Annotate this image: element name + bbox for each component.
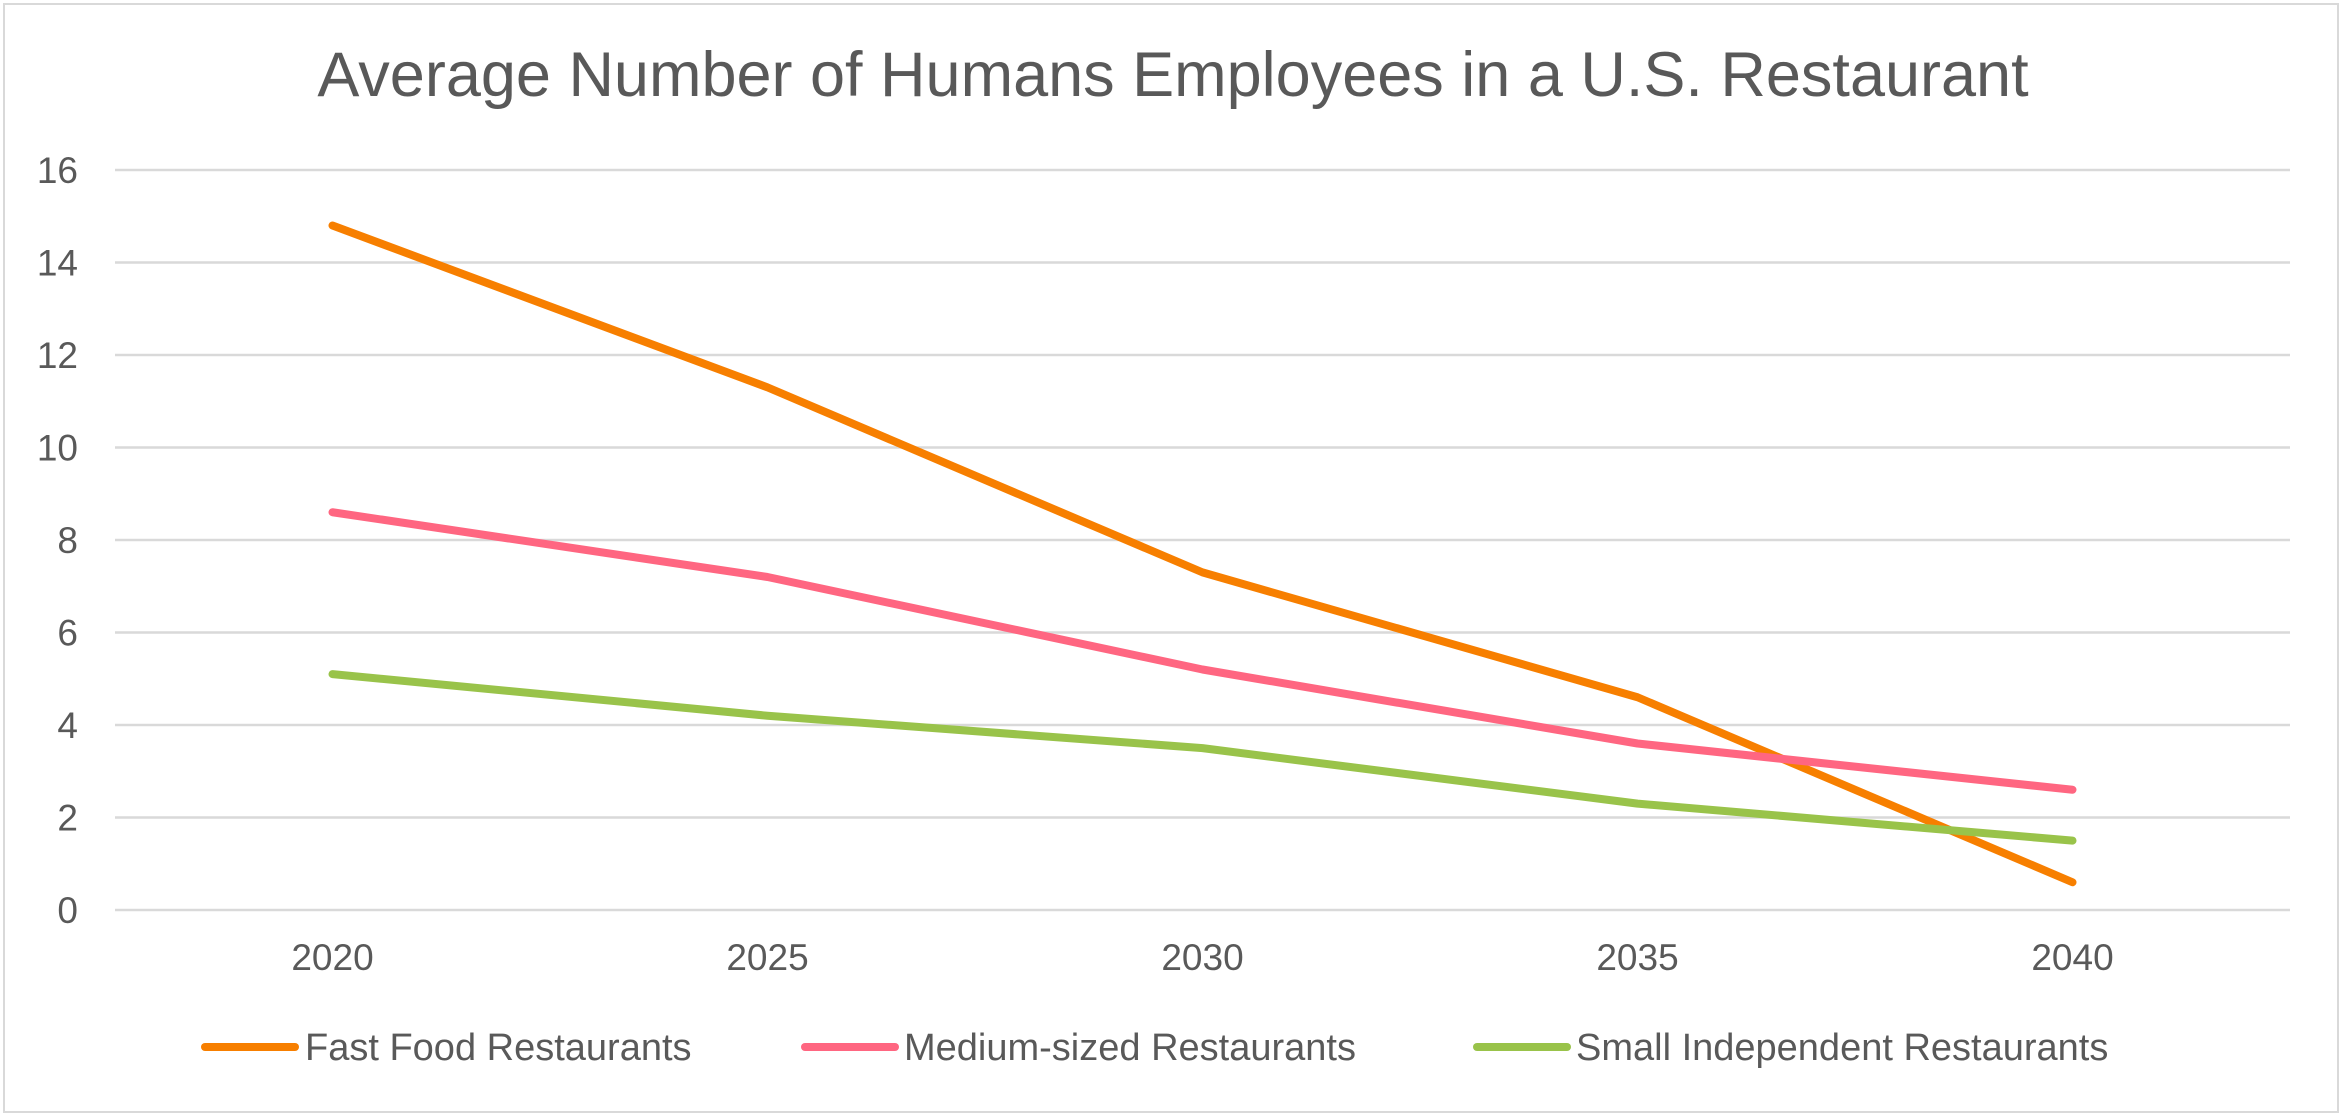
x-tick-label: 2020	[291, 937, 373, 978]
legend: Fast Food Restaurants Medium-sized Restau…	[201, 1027, 2108, 1069]
y-tick-label: 12	[37, 335, 78, 376]
y-tick-label: 8	[57, 520, 78, 561]
x-tick-label: 2030	[1161, 937, 1243, 978]
gridlines	[115, 168, 2290, 912]
series-lines	[328, 221, 2077, 887]
chart-title: Average Number of Humans Employees in a …	[317, 40, 2029, 110]
legend-label-1: Fast Food Restaurants	[305, 1027, 692, 1069]
y-tick-label: 4	[57, 705, 78, 746]
x-tick-label: 2025	[726, 937, 808, 978]
legend-label-2: Medium-sized Restaurants	[904, 1027, 1356, 1069]
y-tick-label: 0	[57, 890, 78, 931]
legend-label-3: Small Independent Restaurants	[1576, 1027, 2108, 1069]
series-line-2	[328, 508, 2077, 794]
series-line-3	[328, 670, 2077, 845]
x-tick-label: 2040	[2031, 937, 2113, 978]
y-axis-ticks: 0 2 4 6 8 10 12 14 16	[37, 150, 78, 931]
x-axis-ticks: 2020 2025 2030 2035 2040	[291, 937, 2113, 978]
y-tick-label: 6	[57, 613, 78, 654]
y-tick-label: 16	[37, 150, 78, 191]
y-tick-label: 2	[57, 798, 78, 839]
x-tick-label: 2035	[1596, 937, 1678, 978]
y-tick-label: 10	[37, 428, 78, 469]
y-tick-label: 14	[37, 243, 78, 284]
